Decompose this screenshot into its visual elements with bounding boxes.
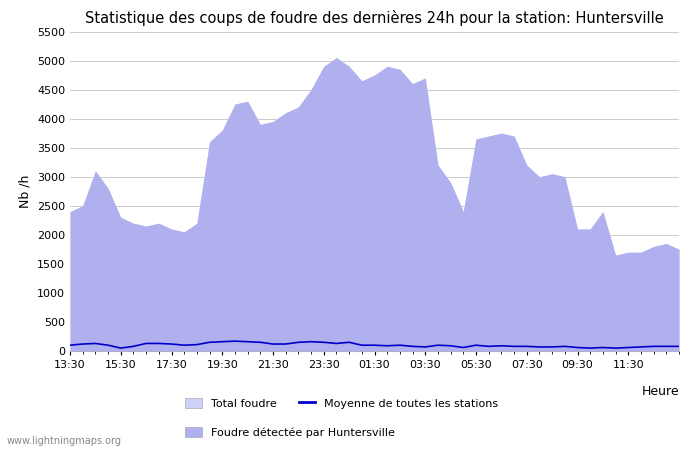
Legend: Foudre détectée par Huntersville: Foudre détectée par Huntersville [186,427,395,437]
Text: Heure: Heure [641,385,679,398]
Text: www.lightningmaps.org: www.lightningmaps.org [7,436,122,446]
Y-axis label: Nb /h: Nb /h [18,175,32,208]
Title: Statistique des coups de foudre des dernières 24h pour la station: Huntersville: Statistique des coups de foudre des dern… [85,10,664,26]
